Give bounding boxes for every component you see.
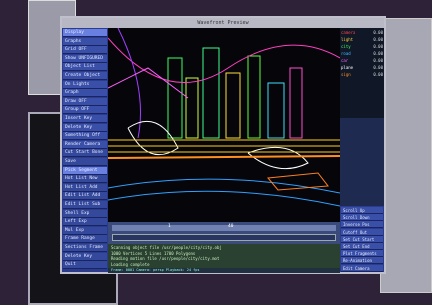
menu-button[interactable]: Set Cut Start [341, 236, 383, 243]
timeline-slider[interactable] [112, 234, 336, 241]
photo-scene: Wavefront Preview DisplayGraphsGrid OFFS… [0, 0, 432, 305]
right-panel [340, 118, 384, 206]
object-name: light [341, 37, 353, 43]
viewport [108, 28, 340, 222]
menu-button[interactable]: Delete Key [63, 124, 107, 132]
object-row[interactable]: plane 0.00 [341, 65, 383, 71]
background-window [380, 18, 432, 293]
window-title: Wavefront Preview [62, 18, 384, 28]
object-name: city [341, 44, 351, 50]
wireframe-view [108, 28, 340, 222]
object-name: camera [341, 30, 355, 36]
menu-button[interactable]: Re-Animation [341, 257, 383, 264]
object-row[interactable]: road 0.00 [341, 51, 383, 57]
menu-button[interactable]: Cut Start Bone [63, 149, 107, 157]
timeline-mark: 40 [228, 224, 233, 229]
object-name: sign [341, 72, 351, 78]
menu-button[interactable]: Save [63, 158, 107, 166]
menu-button[interactable]: Graphs [63, 38, 107, 46]
menu-button[interactable]: Inverse Pos [341, 221, 383, 228]
menu-button[interactable]: Shell Exp [63, 210, 107, 218]
object-list: camera 0.00 light 0.00 city 0.00 road 0.00 car 0.… [340, 28, 384, 118]
object-row[interactable]: sign 0.00 [341, 72, 383, 78]
object-value: 0.00 [373, 51, 383, 57]
menu-button[interactable]: Create Object [63, 72, 107, 80]
object-row[interactable]: light 0.00 [341, 37, 383, 43]
object-value: 0.00 [373, 44, 383, 50]
menu-button[interactable]: Display [63, 29, 107, 37]
object-name: car [341, 58, 348, 64]
menu-button[interactable]: Scroll Down [341, 214, 383, 221]
menu-button[interactable]: On Lights [63, 81, 107, 89]
menu-button[interactable]: Graph [63, 89, 107, 97]
menu-button[interactable]: Render Camera [63, 141, 107, 149]
object-value: 0.00 [373, 72, 383, 78]
menu-button[interactable]: Hot List New [63, 175, 107, 183]
menu-button[interactable]: Scroll Up [341, 207, 383, 214]
object-name: plane [341, 65, 353, 71]
timeline-track[interactable] [112, 225, 336, 231]
menu-button[interactable]: Hot List Add [63, 184, 107, 192]
menu-button[interactable]: Group OFF [63, 106, 107, 114]
menu-button[interactable]: Edit Camera [341, 265, 383, 272]
object-value: 0.00 [373, 65, 383, 71]
menu-button[interactable]: Set Cut End [341, 243, 383, 250]
object-row[interactable]: city 0.00 [341, 44, 383, 50]
object-value: 0.00 [373, 58, 383, 64]
object-row[interactable]: camera 0.00 [341, 30, 383, 36]
object-value: 0.00 [373, 30, 383, 36]
menu-button[interactable]: Something Off [63, 132, 107, 140]
menu-button[interactable]: Edit List Sub [63, 201, 107, 209]
menu-button[interactable]: Show UNFIGURED [63, 55, 107, 63]
menu-button[interactable]: Frame Range [63, 235, 107, 243]
menu-button[interactable]: Cutoff Out [341, 229, 383, 236]
menu-button[interactable]: Mul Exp [63, 227, 107, 235]
console-line: Loading complete [111, 262, 337, 268]
object-value: 0.00 [373, 37, 383, 43]
console: Scanning object file /usr/people/city/ci… [108, 244, 340, 268]
timeline: 1 40 [108, 222, 340, 244]
object-name: road [341, 51, 351, 57]
menu-button[interactable]: Draw OFF [63, 98, 107, 106]
menu-button[interactable]: Left Exp [63, 218, 107, 226]
status-bar: Frame: 0001 Camera: persp Playback: 24 f… [108, 268, 340, 273]
menu-button[interactable]: Object List [63, 63, 107, 71]
menu-button[interactable]: Edit List Add [63, 192, 107, 200]
menu-button[interactable]: Quit [63, 261, 107, 269]
menu-button[interactable]: Delete Key [63, 253, 107, 261]
menu-button[interactable]: Sections Frame [63, 244, 107, 252]
menu-button[interactable]: Plot Fragments [341, 250, 383, 257]
object-row[interactable]: car 0.00 [341, 58, 383, 64]
menu-button[interactable]: Pick Segment [63, 167, 107, 175]
timeline-start: 1 [168, 224, 171, 229]
menu-button[interactable]: Insert Key [63, 115, 107, 123]
menu-button[interactable]: Grid OFF [63, 46, 107, 54]
